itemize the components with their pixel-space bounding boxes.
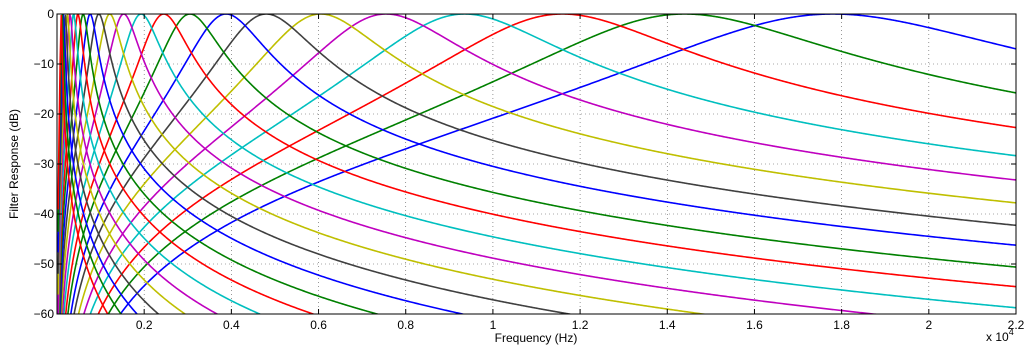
x-tick-label: 1.2 (572, 318, 589, 332)
y-tick-label: 0 (47, 7, 54, 21)
x-tick-label: 1 (490, 318, 497, 332)
filter-curve (70, 14, 1016, 314)
filter-curve (59, 14, 574, 314)
x-axis-ticks: 0.2 0.4 0.6 0.8 1 1.2 1.4 1.6 1.8 2 2.2 (136, 14, 1025, 332)
y-tick-label: −20 (34, 107, 55, 121)
y-tick-label: −50 (34, 257, 55, 271)
x-tick-label: 2 (925, 318, 932, 332)
y-tick-label: −10 (34, 57, 55, 71)
x-axis-exponent-power: 4 (1009, 327, 1014, 337)
x-tick-label: 1.8 (833, 318, 850, 332)
x-tick-label: 0.4 (223, 318, 240, 332)
filter-curve (73, 14, 1016, 314)
y-tick-label: −30 (34, 157, 55, 171)
filter-curve (107, 14, 1016, 314)
filter-curve (63, 14, 1016, 314)
plot-area (57, 14, 1016, 314)
filter-curve (97, 14, 1016, 314)
filter-curve (89, 14, 1016, 314)
y-tick-label: −40 (34, 207, 55, 221)
x-tick-label: 0.6 (310, 318, 327, 332)
x-tick-label: 1.6 (746, 318, 763, 332)
filter-curve (57, 14, 262, 314)
filter-curve (77, 14, 1016, 314)
filter-curve (83, 14, 1016, 314)
y-axis-label: Filter Response (dB) (7, 109, 21, 219)
x-tick-label: 0.8 (397, 318, 414, 332)
filter-curve (58, 14, 381, 314)
x-axis-exponent: x 104 (986, 327, 1014, 344)
x-axis-exponent-base: x 10 (986, 330, 1009, 344)
x-tick-label: 1.4 (659, 318, 676, 332)
filter-curves (57, 14, 1016, 314)
y-tick-label: −60 (34, 307, 55, 321)
x-axis-label: Frequency (Hz) (495, 331, 578, 345)
filter-curve (67, 14, 1016, 314)
filter-curve (57, 14, 316, 314)
x-tick-label: 2.2 (1008, 318, 1025, 332)
y-axis-ticks: 0 −10 −20 −30 −40 −50 −60 (34, 7, 1016, 321)
filter-curve (61, 14, 881, 314)
x-tick-label: 0.2 (136, 318, 153, 332)
filter-curve (58, 14, 467, 314)
filter-curve (64, 14, 1016, 314)
filter-curve (60, 14, 709, 314)
